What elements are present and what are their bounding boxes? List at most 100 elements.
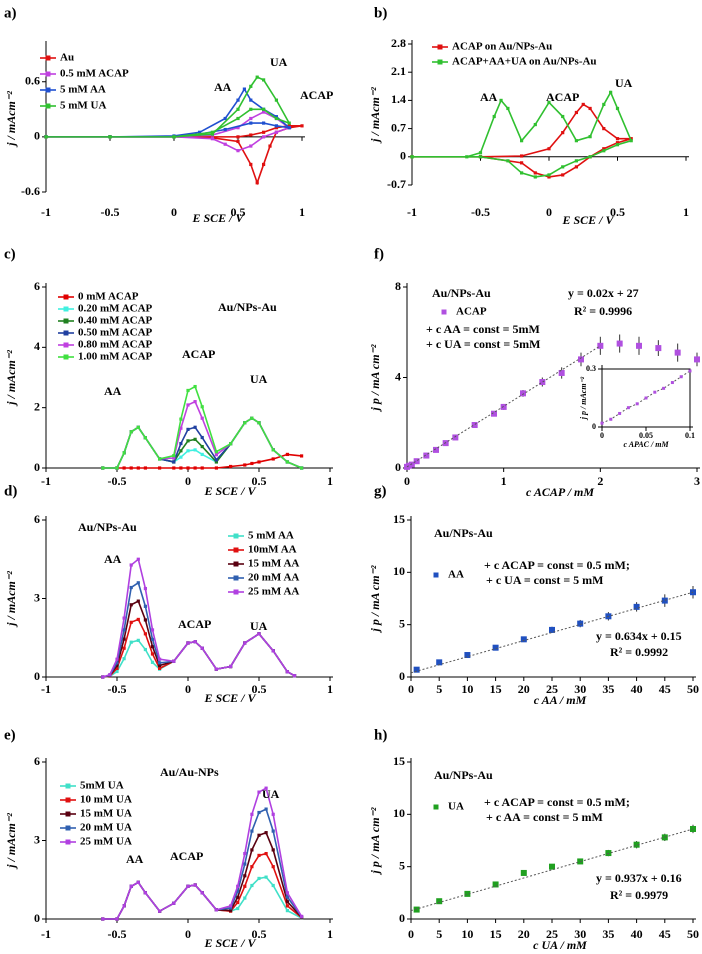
legend-marker: [65, 811, 71, 817]
point: [464, 890, 471, 897]
panel-label: f): [374, 246, 384, 262]
point: [520, 636, 527, 643]
point: [492, 881, 499, 888]
point: [274, 116, 278, 121]
x-tick-label: 5: [436, 927, 442, 941]
point: [257, 833, 261, 837]
trendline: [410, 828, 694, 912]
x-tick-label: 0: [546, 205, 552, 219]
y-tick-label: 0: [34, 460, 40, 474]
point: [229, 906, 233, 910]
point: [179, 417, 183, 421]
point: [143, 891, 147, 895]
x-tick-label: 0.5: [252, 474, 267, 488]
y-axis-title: j p / mA cm⁻²: [368, 344, 382, 412]
point: [214, 450, 218, 454]
point: [257, 853, 261, 858]
annotation: + c AA = const = 5 mM: [486, 810, 603, 824]
legend-label: 5 mM AA: [248, 530, 294, 542]
panel-label: e): [4, 727, 16, 743]
point: [264, 807, 268, 811]
legend-label: Au: [60, 52, 74, 64]
inset-point: [670, 381, 674, 385]
point: [581, 102, 585, 107]
point: [115, 666, 119, 670]
legend-label: 0.40 mM ACAP: [78, 315, 153, 327]
legend-label: 0.5 mM ACAP: [60, 68, 129, 80]
point: [44, 135, 48, 139]
point: [179, 466, 183, 470]
point: [186, 641, 190, 645]
point: [250, 461, 254, 466]
x-tick-label: -0.5: [108, 927, 127, 941]
annotation: ACAP: [178, 617, 211, 631]
point: [158, 466, 162, 470]
y-axis-title: j / mAcm⁻²: [4, 91, 18, 148]
point: [249, 116, 253, 121]
point: [229, 904, 233, 908]
legend-marker: [437, 44, 443, 50]
legend-label: 5mM UA: [80, 780, 124, 792]
point: [143, 436, 147, 440]
point: [285, 900, 289, 904]
annotation: Au/NPs-Au: [434, 526, 493, 540]
point: [249, 107, 253, 111]
y-axis-title: j / mAcm⁻²: [4, 813, 18, 870]
point: [423, 452, 430, 459]
curve: [102, 632, 295, 678]
annotation: ACAP: [170, 849, 203, 863]
inset-point: [662, 386, 666, 390]
point: [108, 135, 112, 139]
annotation: y = 0.634x + 0.15: [596, 629, 682, 643]
point: [285, 895, 289, 899]
point: [549, 626, 555, 633]
legend-marker: [65, 797, 71, 803]
annotation: Au/NPs-Au: [434, 768, 493, 782]
point: [255, 75, 259, 79]
point: [616, 340, 623, 347]
point: [172, 466, 176, 470]
point: [243, 641, 247, 645]
point: [287, 126, 291, 130]
panel-label: g): [374, 483, 387, 499]
point: [158, 661, 162, 665]
point: [271, 649, 275, 653]
point: [588, 155, 592, 159]
point: [236, 139, 240, 144]
x-tick-label: -1: [407, 205, 417, 219]
point: [101, 917, 105, 921]
legend-label: 20 mM UA: [80, 822, 132, 834]
point: [285, 460, 289, 464]
point: [274, 115, 278, 119]
x-axis-title: E SCE / V: [203, 691, 256, 705]
annotation: y = 0.02x + 27: [568, 286, 639, 300]
point: [268, 144, 272, 148]
x-axis-title: E SCE / V: [191, 211, 244, 225]
legend-marker: [63, 318, 69, 324]
y-tick-label: 4: [34, 339, 40, 353]
point: [436, 659, 443, 666]
point: [506, 106, 510, 111]
point: [122, 657, 126, 661]
x-tick-label: -1: [41, 474, 51, 488]
y-tick-label: 0.3: [586, 364, 596, 373]
legend-label: 15 mM UA: [80, 808, 132, 820]
panel-label: d): [4, 483, 17, 499]
legend-marker: [433, 572, 439, 578]
point: [492, 644, 499, 651]
x-tick-label: 1: [683, 205, 689, 219]
legend-marker: [233, 561, 239, 567]
point: [615, 106, 620, 111]
legend-label: 15 mM AA: [248, 558, 299, 570]
annotation: R² = 0.9992: [610, 645, 668, 659]
point: [186, 388, 190, 393]
inset-curve: [601, 370, 691, 424]
point: [150, 652, 155, 656]
point: [158, 457, 162, 461]
x-tick-label: 0.5: [252, 682, 267, 696]
point: [136, 581, 140, 585]
point: [136, 557, 140, 561]
point: [122, 451, 126, 455]
y-tick-label: 3: [34, 590, 40, 604]
point: [533, 175, 537, 179]
